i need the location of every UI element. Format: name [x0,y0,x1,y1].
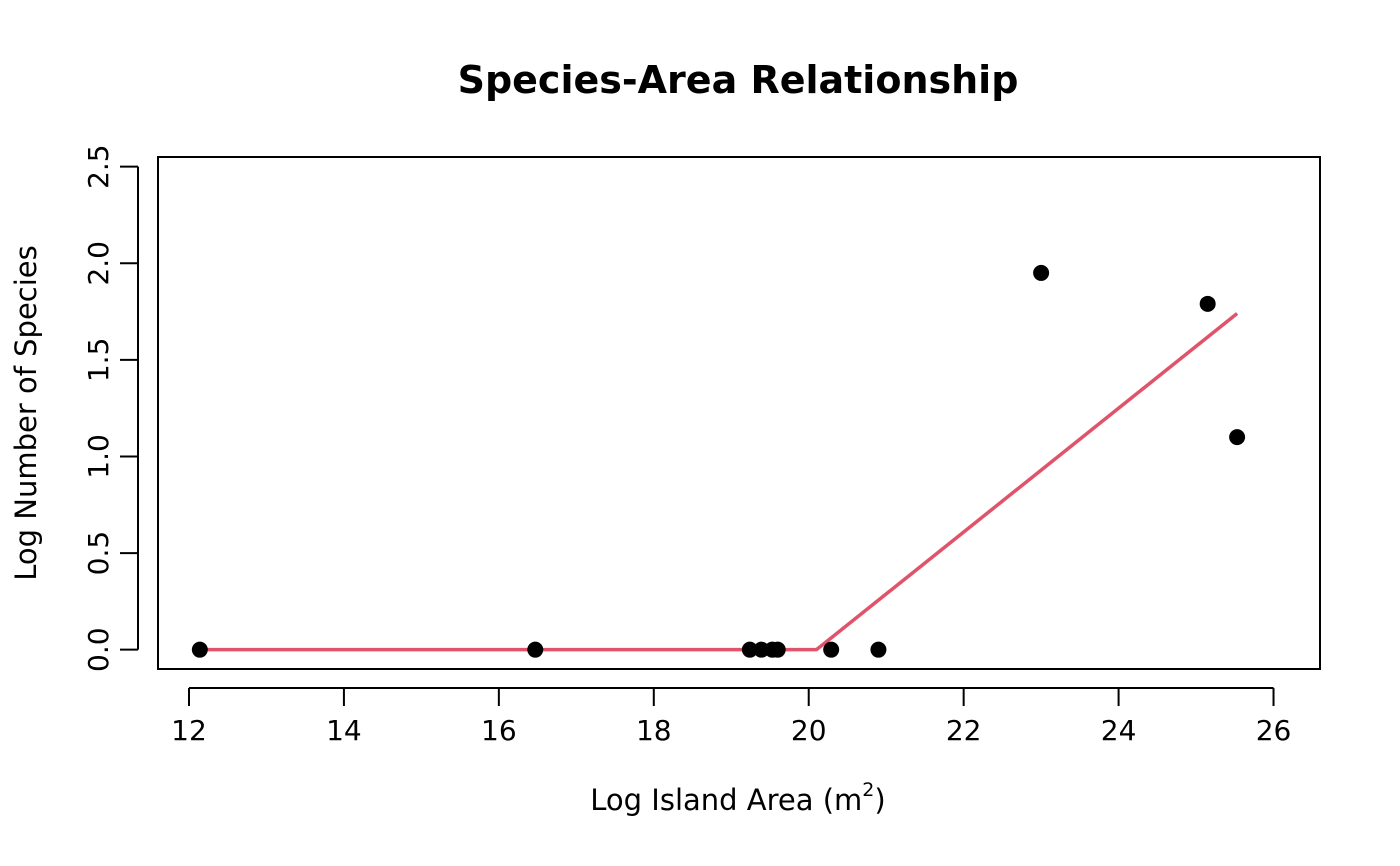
y-tick-label: 0.5 [82,531,115,576]
y-tick-label: 1.5 [82,338,115,383]
fit-line-layer [199,312,1239,652]
data-point [741,641,758,658]
plot-frame [157,156,1321,670]
y-tick-label: 2.5 [82,144,115,189]
x-tick-label: 18 [636,714,672,747]
x-axis: 12 14 16 18 20 22 24 26 [171,687,1292,747]
y-tick-label: 1.0 [82,434,115,479]
y-axis-label: Log Number of Species [9,245,43,581]
x-axis-label: Log Island Area (m2) [590,779,885,817]
points-layer [191,264,1246,658]
x-tick-label: 22 [946,714,982,747]
data-point [527,641,544,658]
x-tick-label: 16 [481,714,517,747]
data-point [1033,264,1050,281]
x-tick-label: 20 [791,714,827,747]
data-point [823,641,840,658]
x-tick-label: 12 [171,714,207,747]
x-tick-label: 14 [326,714,362,747]
x-axis-label-suffix: ) [874,783,885,817]
x-axis-label-text: Log Island Area (m [590,783,862,817]
x-tick-label: 24 [1101,714,1137,747]
y-tick-label: 0.0 [82,627,115,672]
chart-title: Species-Area Relationship [458,58,1019,102]
x-axis-label-superscript: 2 [862,779,874,801]
y-tick-label: 2.0 [82,241,115,286]
x-tick-label: 26 [1256,714,1292,747]
data-point [1199,295,1216,312]
data-point [769,641,786,658]
fit-line [199,312,1239,652]
data-point [870,641,887,658]
data-point [1229,429,1246,446]
data-point [191,641,208,658]
y-axis: 0.0 0.5 1.0 1.5 2.0 2.5 [82,144,139,672]
